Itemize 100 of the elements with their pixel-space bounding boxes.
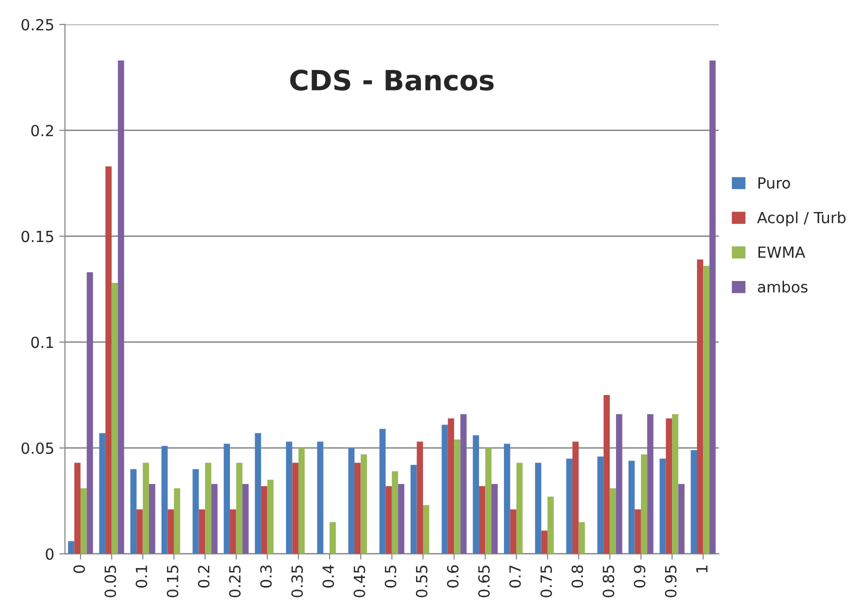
bar bbox=[548, 496, 554, 554]
bar bbox=[86, 272, 93, 554]
x-tick-label: 0.85 bbox=[602, 566, 614, 598]
bar bbox=[472, 435, 480, 554]
bar bbox=[130, 469, 137, 554]
bar bbox=[510, 509, 516, 554]
bar bbox=[386, 486, 392, 554]
x-tick-label: 0 bbox=[73, 565, 85, 573]
bar bbox=[298, 448, 305, 554]
x-tick-label: 0.05 bbox=[104, 566, 116, 598]
x-tick-label: 0.15 bbox=[166, 566, 178, 598]
bar bbox=[224, 444, 230, 554]
bar bbox=[678, 484, 685, 554]
x-tick-label: 0.2 bbox=[198, 566, 210, 588]
bar bbox=[634, 509, 641, 554]
bar bbox=[604, 395, 610, 554]
x-tick-label: 0.25 bbox=[229, 566, 241, 598]
bar bbox=[647, 414, 654, 554]
y-tick-label: 0.1 bbox=[31, 336, 54, 348]
bar bbox=[142, 462, 150, 554]
bar bbox=[690, 450, 697, 554]
bar bbox=[640, 454, 648, 554]
bar bbox=[105, 166, 112, 554]
legend-label: EWMA bbox=[758, 246, 806, 258]
bar bbox=[99, 433, 106, 554]
bar bbox=[479, 486, 486, 554]
bar bbox=[68, 541, 74, 554]
bar bbox=[118, 60, 124, 554]
x-tick-label: 0.8 bbox=[572, 565, 584, 588]
x-tick-label: 1 bbox=[696, 566, 708, 572]
bar bbox=[317, 442, 324, 554]
bar bbox=[460, 414, 467, 554]
bar bbox=[211, 484, 218, 554]
x-tick-label: 0.6 bbox=[447, 565, 459, 588]
bar bbox=[192, 469, 199, 554]
bar bbox=[504, 444, 510, 554]
bar bbox=[74, 462, 81, 554]
bar bbox=[578, 522, 585, 554]
bar bbox=[392, 471, 398, 554]
x-tick-label: 0.1 bbox=[136, 566, 148, 588]
x-tick-label: 0.7 bbox=[509, 566, 521, 588]
bar bbox=[354, 462, 361, 554]
y-tick-label: 0.25 bbox=[22, 18, 54, 30]
y-tick-label: 0.05 bbox=[22, 442, 54, 454]
bar bbox=[360, 454, 367, 554]
x-tick-label: 0.95 bbox=[664, 566, 677, 598]
x-tick-label: 0.75 bbox=[540, 566, 552, 598]
bar bbox=[541, 530, 548, 554]
bar bbox=[616, 414, 622, 554]
bar bbox=[454, 440, 460, 554]
bar bbox=[292, 462, 298, 554]
bar bbox=[330, 522, 336, 554]
bar bbox=[416, 442, 423, 554]
bar bbox=[168, 509, 174, 554]
x-tick-label: 0.65 bbox=[478, 566, 490, 598]
bar bbox=[205, 462, 212, 554]
bar bbox=[535, 462, 542, 554]
x-tick-label: 0.35 bbox=[291, 566, 303, 598]
bar bbox=[610, 488, 616, 554]
x-tick-label: 0.3 bbox=[260, 566, 272, 588]
bar bbox=[112, 282, 118, 554]
bar bbox=[261, 486, 268, 554]
bar bbox=[254, 433, 262, 554]
bar bbox=[485, 448, 492, 554]
bar bbox=[448, 418, 454, 554]
bar bbox=[149, 484, 156, 554]
bar bbox=[286, 442, 292, 554]
bar bbox=[379, 428, 386, 554]
bar bbox=[628, 460, 635, 554]
x-tick-label: 0.4 bbox=[322, 565, 334, 588]
y-tick-label: 0 bbox=[46, 548, 54, 560]
text: CDS - Bancos bbox=[290, 70, 494, 91]
legend-label: Puro bbox=[758, 177, 790, 189]
bar bbox=[230, 509, 236, 554]
bar bbox=[516, 462, 523, 554]
bar bbox=[198, 509, 206, 554]
bar bbox=[442, 424, 448, 554]
x-tick-label: 0.9 bbox=[634, 565, 646, 588]
x-tick-label: 0.45 bbox=[354, 566, 366, 598]
bar bbox=[666, 418, 672, 554]
bar bbox=[566, 458, 572, 554]
bar bbox=[672, 414, 678, 554]
bar bbox=[410, 464, 417, 554]
bar bbox=[161, 446, 168, 554]
bar bbox=[80, 488, 87, 554]
bar bbox=[572, 442, 579, 554]
legend-label: Acopl / Turb bbox=[757, 212, 846, 226]
bar bbox=[423, 505, 430, 554]
bar bbox=[242, 484, 249, 554]
bar bbox=[348, 448, 355, 554]
bar bbox=[597, 456, 604, 554]
bar bbox=[491, 484, 498, 554]
bar bbox=[174, 488, 180, 554]
y-tick-label: 0.15 bbox=[22, 230, 54, 242]
bar bbox=[398, 484, 404, 554]
y-tick-label: 0.2 bbox=[31, 124, 54, 136]
legend-label: ambos bbox=[758, 280, 808, 293]
bar bbox=[703, 266, 710, 554]
bar bbox=[660, 458, 666, 554]
x-tick-label: 0.55 bbox=[416, 566, 428, 598]
